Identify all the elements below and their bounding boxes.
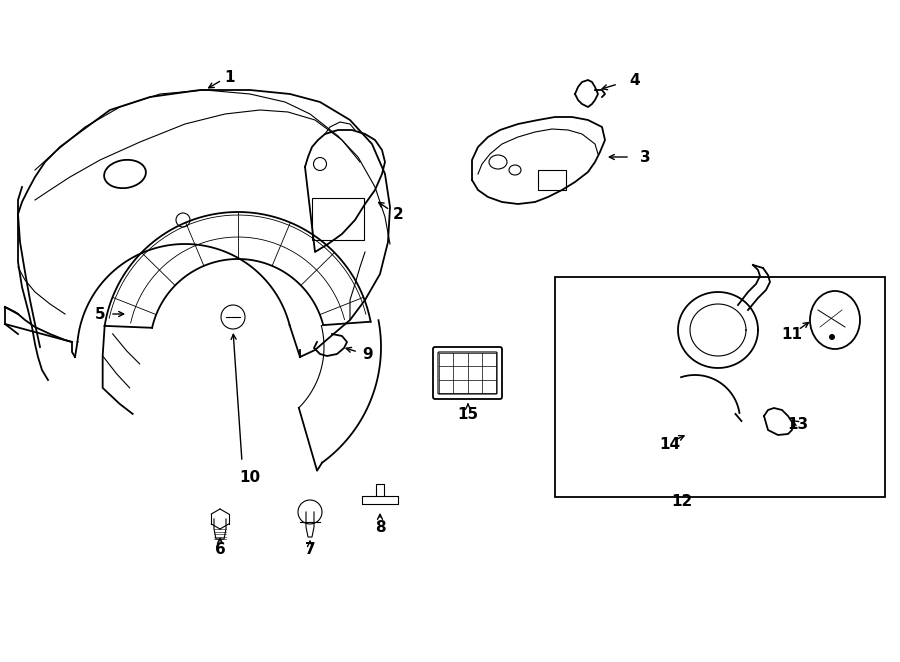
Text: 15: 15 — [457, 406, 479, 422]
Text: 3: 3 — [640, 150, 651, 164]
Text: 2: 2 — [392, 207, 403, 222]
Text: 11: 11 — [781, 326, 803, 342]
Text: 13: 13 — [788, 416, 808, 432]
Text: 7: 7 — [305, 542, 315, 557]
Text: 4: 4 — [630, 73, 640, 87]
Text: 1: 1 — [225, 70, 235, 85]
Text: 9: 9 — [363, 346, 374, 361]
Text: 12: 12 — [671, 495, 693, 510]
Text: 5: 5 — [94, 307, 105, 322]
Text: 8: 8 — [374, 520, 385, 534]
Text: 14: 14 — [660, 436, 680, 451]
Text: 10: 10 — [239, 469, 261, 485]
Circle shape — [829, 334, 835, 340]
Text: 6: 6 — [214, 542, 225, 557]
Bar — [555, 277, 885, 497]
